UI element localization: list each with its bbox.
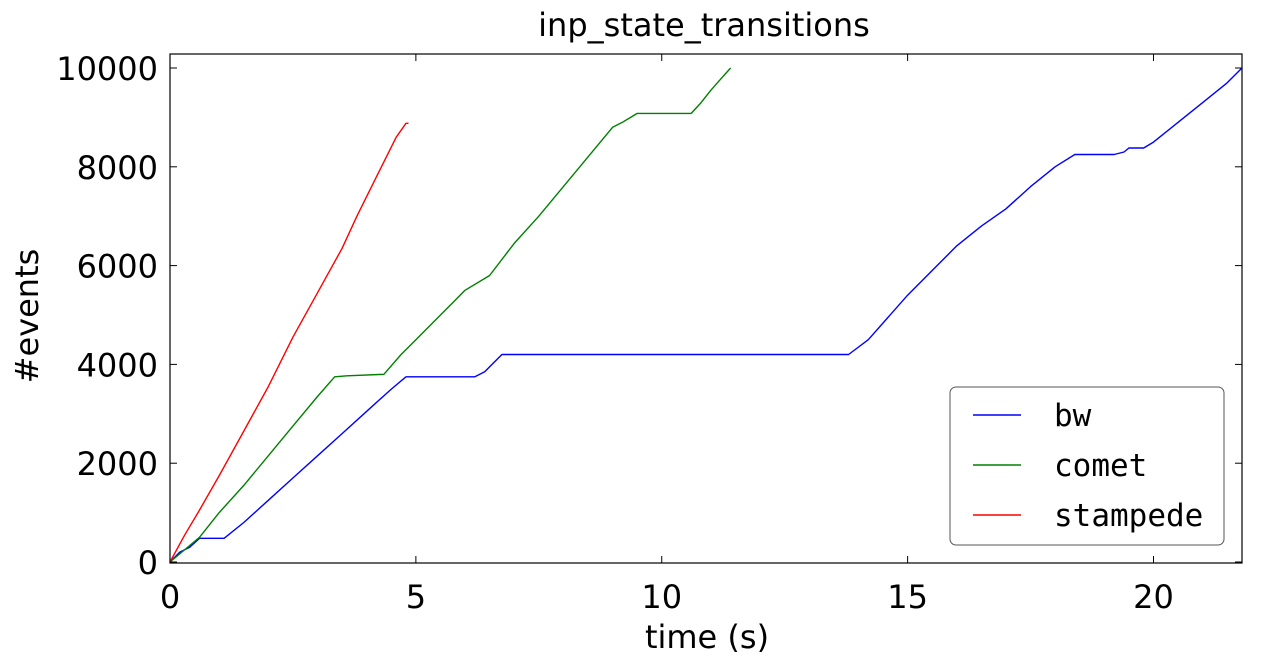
x-tick-label: 20 [1133, 578, 1174, 616]
y-tick-label: 4000 [77, 346, 158, 384]
legend: bw comet stampede [949, 386, 1225, 546]
x-axis-label: time (s) [645, 618, 769, 656]
series-line-comet [169, 67, 732, 563]
x-tick-label: 5 [406, 578, 426, 616]
x-tick-label: 15 [887, 578, 928, 616]
series-line-bw [169, 67, 1243, 563]
x-tick-label: 10 [641, 578, 682, 616]
chart-title: inp_state_transitions [538, 6, 870, 44]
series-line-stampede [169, 122, 409, 563]
legend-box [949, 386, 1225, 546]
legend-label-stampede: stampede [1054, 498, 1203, 534]
x-tick-label: 0 [160, 578, 180, 616]
plot-frame [169, 53, 1243, 564]
y-tick-label: 2000 [77, 445, 158, 483]
y-axis-label: #events [8, 249, 46, 384]
legend-label-bw: bw [1054, 398, 1092, 434]
legend-label-comet: comet [1054, 448, 1147, 484]
y-tick-label: 10000 [56, 50, 158, 88]
y-tick-label: 0 [138, 544, 158, 582]
y-tick-label: 8000 [77, 149, 158, 187]
y-tick-label: 6000 [77, 248, 158, 286]
